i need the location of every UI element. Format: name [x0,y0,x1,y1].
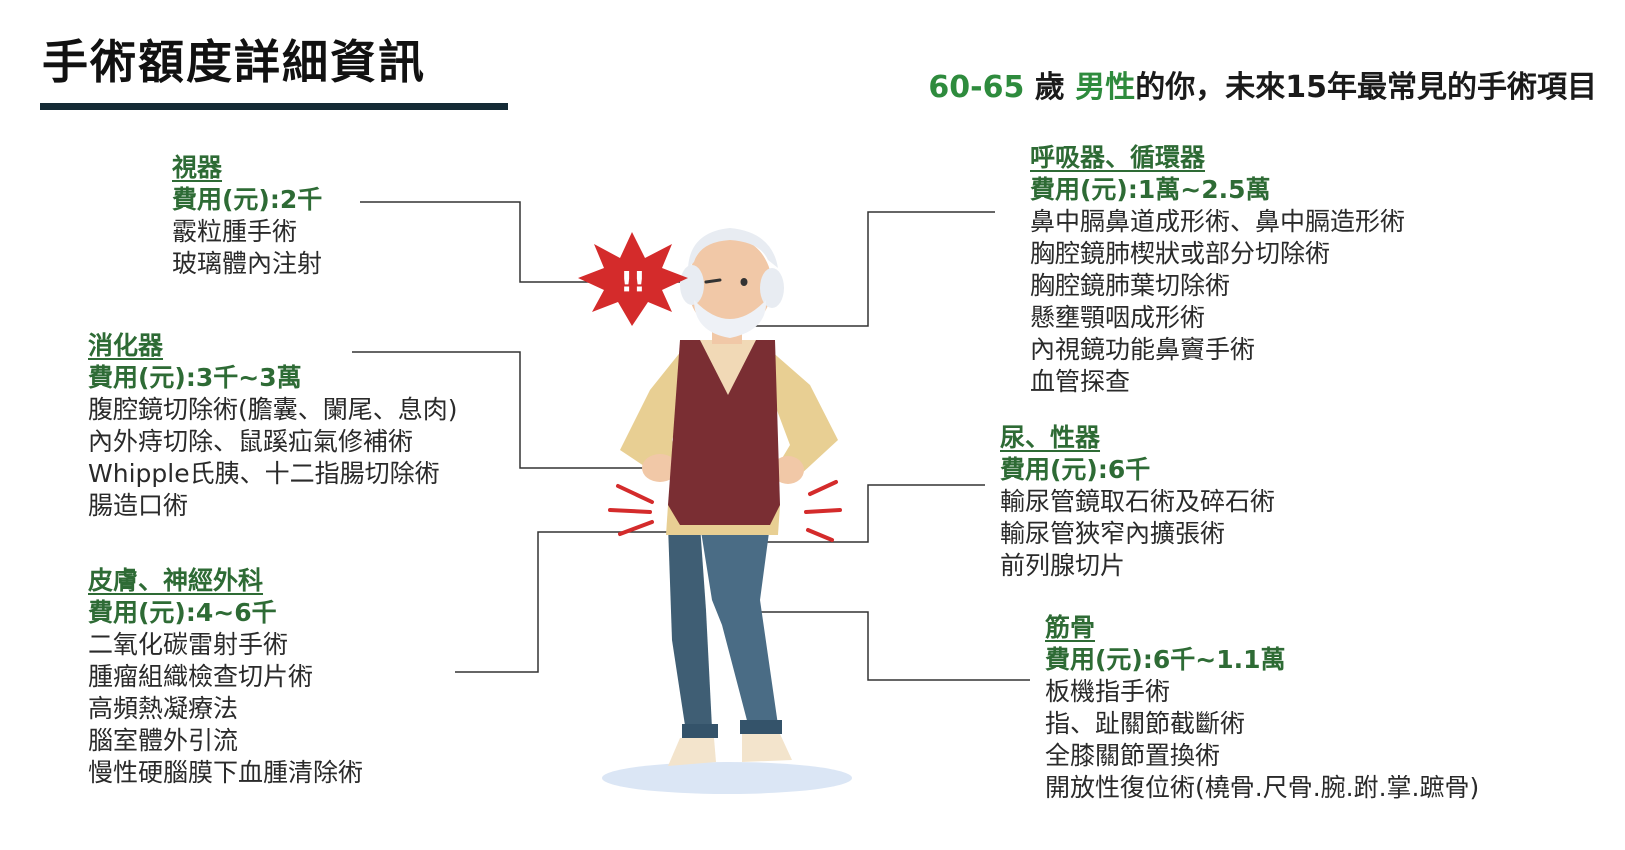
category-title: 筋骨 [1045,613,1096,642]
surgery-list: 霰粒腫手術 玻璃體內注射 [172,216,322,280]
surgery-item: 高頻熱凝療法 [88,694,239,723]
category-digestive: 消化器 費用(元):3千~3萬 腹腔鏡切除術(膽囊、闌尾、息肉) 內外痔切除、鼠… [88,330,458,522]
surgery-list: 二氧化碳雷射手術 腫瘤組織檢查切片術 高頻熱凝療法 腦室體外引流 慢性硬腦膜下血… [88,629,363,789]
vest [668,340,780,525]
category-title: 皮膚、神經外科 [88,566,264,595]
category-respiratory-circulatory: 呼吸器、循環器 費用(元):1萬~2.5萬 鼻中膈鼻道成形術、鼻中膈造形術 胸腔… [1030,142,1405,398]
category-musculoskeletal: 筋骨 費用(元):6千~1.1萬 板機指手術 指、趾關節截斷術 全膝關節置換術 … [1045,612,1479,804]
surgery-item: 血管探查 [1030,367,1131,396]
fee-label: 費用(元): [1000,455,1108,484]
connector-urinary [740,484,985,543]
fee-label: 費用(元): [88,598,196,627]
fee-value: 6千~1.1萬 [1152,645,1286,674]
category-title: 視器 [172,153,223,182]
left-arm [620,350,685,470]
ground-shadow [602,762,852,794]
beard [694,300,767,338]
fee-label: 費用(元): [1045,645,1153,674]
title-underline [40,103,508,110]
category-eye: 視器 費用(元):2千 霰粒腫手術 玻璃體內注射 [172,152,322,280]
pain-burst-icon: !! [578,232,688,326]
surgery-item: 慢性硬腦膜下血腫清除術 [88,758,364,787]
left-leg [668,525,712,732]
category-fee: 費用(元):4~6千 [88,597,363,629]
surgery-item: 指、趾關節截斷術 [1045,709,1246,738]
connector-respiratory [748,211,995,327]
category-title: 尿、性器 [1000,423,1101,452]
alert-symbol: !! [620,265,646,298]
subtitle-gender: 男性 [1075,70,1136,105]
head [688,237,772,333]
surgery-item: 內視鏡功能鼻竇手術 [1030,335,1256,364]
page-title: 手術額度詳細資訊 [42,35,426,89]
surgery-item: 內外痔切除、鼠蹊疝氣修補術 [88,427,414,456]
page-subtitle: 60-65 歲 男性的你，未來15年最常見的手術項目 [928,68,1597,108]
right-shoe [742,734,792,762]
category-fee: 費用(元):3千~3萬 [88,362,458,394]
surgery-item: 腸造口術 [88,491,189,520]
fee-value: 4~6千 [195,598,277,627]
category-fee: 費用(元):6千~1.1萬 [1045,644,1479,676]
connector-skin-neuro [455,531,670,673]
pain-mark-icon [608,480,842,542]
elderly-man-illustration [620,228,838,766]
surgery-item: 輸尿管鏡取石術及碎石術 [1000,487,1276,516]
category-title: 消化器 [88,331,164,360]
surgery-item: Whipple氏胰、十二指腸切除術 [88,459,440,488]
category-fee: 費用(元):6千 [1000,454,1275,486]
pain-mark-left [616,484,654,504]
surgery-item: 腫瘤組織檢查切片術 [88,662,314,691]
fee-label: 費用(元): [88,363,196,392]
surgery-item: 全膝關節置換術 [1045,741,1221,770]
surgery-item: 胸腔鏡肺葉切除術 [1030,271,1231,300]
category-fee: 費用(元):2千 [172,184,322,216]
surgery-item: 開放性復位術(橈骨.尺骨.腕.跗.掌.蹠骨) [1045,773,1480,802]
surgery-list: 腹腔鏡切除術(膽囊、闌尾、息肉) 內外痔切除、鼠蹊疝氣修補術 Whipple氏胰… [88,394,458,522]
surgery-item: 板機指手術 [1045,677,1171,706]
category-fee: 費用(元):1萬~2.5萬 [1030,174,1405,206]
right-leg [700,525,778,732]
surgery-list: 鼻中膈鼻道成形術、鼻中膈造形術 胸腔鏡肺楔狀或部分切除術 胸腔鏡肺葉切除術 懸壅… [1030,206,1405,398]
surgery-list: 板機指手術 指、趾關節截斷術 全膝關節置換術 開放性復位術(橈骨.尺骨.腕.跗.… [1045,676,1479,804]
surgery-item: 霰粒腫手術 [172,217,298,246]
pain-mark-left [608,508,652,514]
surgery-item: 腹腔鏡切除術(膽囊、闌尾、息肉) [88,395,458,424]
pain-mark-left [618,520,654,536]
surgery-list: 輸尿管鏡取石術及碎石術 輸尿管狹窄內擴張術 前列腺切片 [1000,486,1275,582]
subtitle-rest: 的你，未來15年最常見的手術項目 [1135,70,1597,105]
fee-value: 3千~3萬 [195,363,302,392]
connector-musculoskeletal [720,611,1030,681]
surgery-item: 腦室體外引流 [88,726,239,755]
connector-digestive [352,351,690,469]
surgery-item: 鼻中膈鼻道成形術、鼻中膈造形術 [1030,207,1406,236]
surgery-item: 輸尿管狹窄內擴張術 [1000,519,1226,548]
subtitle-age-unit: 歲 [1024,70,1076,105]
fee-label: 費用(元): [1030,175,1138,204]
category-urinary-genital: 尿、性器 費用(元):6千 輸尿管鏡取石術及碎石術 輸尿管狹窄內擴張術 前列腺切… [1000,422,1275,582]
right-arm [770,350,838,475]
surgery-item: 懸壅顎咽成形術 [1030,303,1206,332]
surgery-item: 胸腔鏡肺楔狀或部分切除術 [1030,239,1331,268]
category-title: 呼吸器、循環器 [1030,143,1206,172]
pain-mark-right [808,480,838,496]
fee-value: 2千 [279,185,323,214]
hair [688,228,778,268]
surgery-item: 前列腺切片 [1000,551,1126,580]
category-skin-neuro: 皮膚、神經外科 費用(元):4~6千 二氧化碳雷射手術 腫瘤組織檢查切片術 高頻… [88,565,363,789]
subtitle-age: 60-65 [928,70,1025,105]
fee-value: 1萬~2.5萬 [1137,175,1271,204]
surgery-item: 玻璃體內注射 [172,249,323,278]
fee-label: 費用(元): [172,185,280,214]
pain-mark-right [804,508,842,514]
left-shoe [668,738,716,766]
fee-value: 6千 [1107,455,1151,484]
surgery-item: 二氧化碳雷射手術 [88,630,289,659]
pain-mark-right [806,528,834,542]
